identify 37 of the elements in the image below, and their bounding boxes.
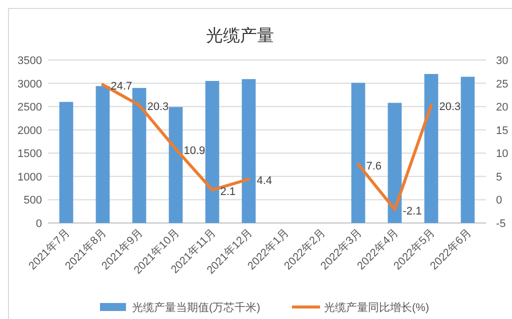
data-label: 4.4: [256, 175, 272, 188]
bar: [96, 86, 110, 223]
y-tick-label: 3500: [18, 55, 42, 67]
y-tick-label: 2000: [18, 124, 42, 137]
y-tick-label: 0: [36, 218, 42, 230]
y-tick-label: 3000: [18, 78, 42, 90]
bar: [424, 74, 438, 223]
y-tick-label: 500: [24, 194, 42, 207]
y-tick-label: 1000: [18, 171, 42, 184]
bar: [460, 76, 475, 223]
bar: [242, 79, 256, 223]
bar: [132, 88, 146, 223]
y-tick-label: 1500: [18, 148, 42, 160]
y2-tick-label: 20: [496, 102, 508, 114]
bar: [59, 102, 74, 223]
data-label: 7.6: [366, 160, 382, 172]
y2-tick-label: 5: [496, 171, 502, 184]
bar: [388, 102, 402, 223]
y2-tick-label: 0: [496, 194, 502, 207]
y2-tick-label: 15: [496, 124, 508, 137]
legend-label: 光缆产量同比增长(%): [324, 301, 430, 314]
y2-tick-label: 10: [496, 148, 508, 160]
y2-tick-label: -5: [496, 218, 506, 230]
y2-tick-label: 30: [496, 55, 508, 67]
data-label: 24.7: [110, 80, 132, 93]
bar: [351, 82, 366, 223]
data-label: 20.3: [147, 101, 169, 114]
legend-label: 光缆产量当期值(万芯千米): [132, 301, 260, 314]
data-label: 10.9: [184, 144, 206, 157]
data-label: -2.1: [402, 205, 422, 218]
data-label: 2.1: [220, 186, 236, 198]
bar: [205, 80, 220, 223]
data-label: 20.3: [439, 101, 461, 114]
bar: [168, 107, 183, 223]
chart-title: 光缆产量: [206, 26, 274, 45]
y2-tick-label: 25: [496, 78, 508, 90]
y-tick-label: 2500: [18, 102, 42, 114]
